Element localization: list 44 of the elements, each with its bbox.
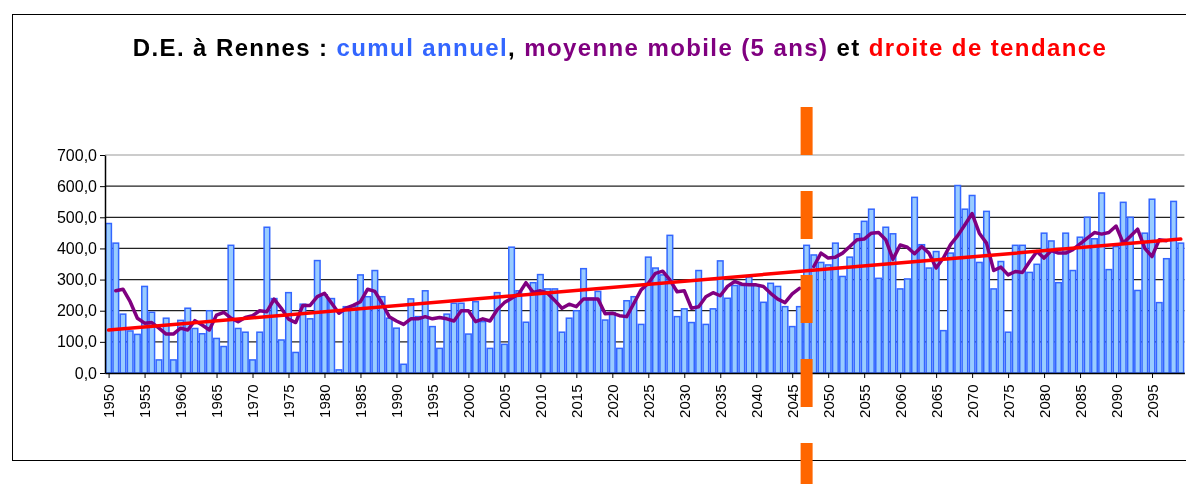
y-tick-label: 100,0: [56, 333, 98, 351]
y-tick-label: 500,0: [56, 208, 98, 226]
y-tick-label: 700,0: [56, 146, 98, 164]
x-tick-label: 2025: [640, 384, 658, 418]
x-tick-label: 1990: [388, 384, 406, 418]
x-tick-label: 2020: [604, 384, 622, 418]
x-tick-label: 2015: [568, 384, 586, 418]
x-tick-label: 1980: [316, 384, 334, 418]
chart-title: D.E. à Rennes :: [132, 34, 329, 61]
y-tick-label: 600,0: [56, 177, 98, 195]
y-tick-label: 0,0: [74, 364, 98, 382]
x-tick-label: 2095: [1143, 384, 1161, 418]
x-tick-label: 2045: [783, 384, 801, 418]
x-tick-label: 2010: [532, 384, 550, 418]
text: droite de tendance: [868, 34, 1108, 61]
text: ,: [508, 34, 517, 61]
x-tick-label: 2085: [1071, 384, 1089, 418]
x-tick-label: 2030: [676, 384, 694, 418]
x-tick-label: 1955: [136, 384, 154, 418]
x-tick-label: 2040: [747, 384, 765, 418]
x-tick-label: 2005: [496, 384, 514, 418]
x-tick-label: 1960: [172, 384, 190, 418]
x-tick-label: 2035: [712, 384, 730, 418]
x-tick-label: 1995: [424, 384, 442, 418]
y-tick-label: 200,0: [56, 302, 98, 320]
x-tick-label: 2055: [855, 384, 873, 418]
text: et: [836, 34, 861, 61]
text: moyenne mobile (5 ans): [524, 34, 829, 61]
x-tick-label: 2050: [819, 384, 837, 418]
x-tick-label: 2060: [891, 384, 909, 418]
x-tick-label: 2080: [1035, 384, 1053, 418]
y-tick-label: 400,0: [56, 240, 98, 258]
x-tick-label: 2000: [460, 384, 478, 418]
x-tick-label: 2070: [963, 384, 981, 418]
x-tick-label: 1965: [208, 384, 226, 418]
x-tick-label: 1950: [100, 384, 118, 418]
x-tick-label: 1970: [244, 384, 262, 418]
x-tick-label: 2065: [927, 384, 945, 418]
y-tick-label: 300,0: [56, 271, 98, 289]
x-tick-label: 1975: [280, 384, 298, 418]
x-tick-label: 2090: [1107, 384, 1125, 418]
x-tick-label: 1985: [352, 384, 370, 418]
text: cumul annuel: [336, 34, 509, 61]
x-tick-label: 2075: [999, 384, 1017, 418]
